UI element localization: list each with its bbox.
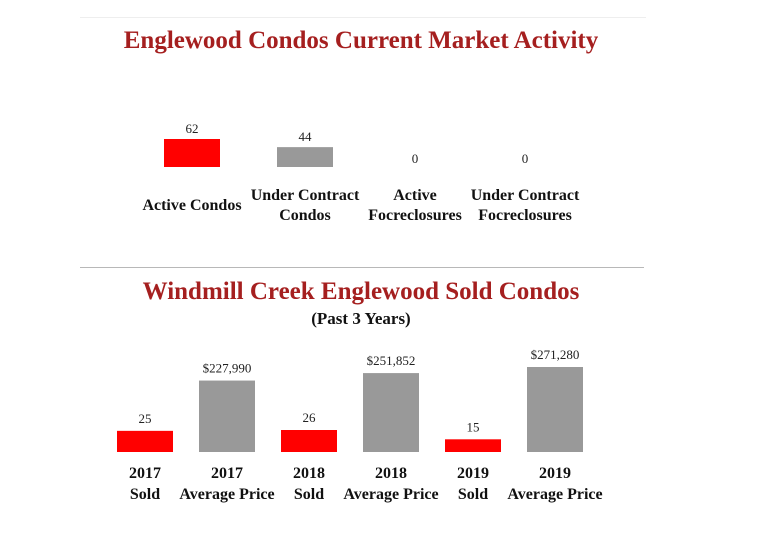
bar-1	[117, 430, 173, 452]
category-label-4-line-2: Focreclosures	[478, 207, 572, 224]
bar-3	[281, 430, 337, 452]
category-label-5-line-1: 2019	[457, 465, 489, 482]
category-label-2-line-2: Average Price	[179, 486, 274, 503]
category-label-1-line-2: Sold	[130, 486, 160, 503]
bar-6	[527, 367, 583, 452]
chart1-title: Englewood Condos Current Market Activity	[123, 27, 599, 54]
category-label-2-line-1: 2017	[211, 465, 243, 482]
category-label-6-line-2: Average Price	[507, 486, 602, 503]
bar-1	[164, 139, 220, 167]
category-label-5-line-2: Sold	[458, 486, 488, 503]
data-label-2: $227,990	[203, 361, 252, 376]
section-divider	[80, 267, 644, 268]
category-label-3-line-1: 2018	[293, 465, 325, 482]
chart2-title: Windmill Creek Englewood Sold Condos	[142, 278, 580, 305]
category-label-6-line-1: 2019	[539, 465, 571, 482]
category-label-3-line-1: Active	[393, 187, 437, 204]
bar-4	[363, 373, 419, 452]
bar-2	[199, 380, 255, 452]
data-label-1: 62	[186, 121, 199, 136]
category-label-4-line-1: 2018	[375, 465, 407, 482]
data-label-6: $271,280	[531, 347, 580, 362]
category-label-2-line-2: Condos	[279, 207, 331, 224]
bar-5	[445, 439, 501, 452]
data-label-5: 15	[467, 419, 480, 434]
category-label-3-line-2: Sold	[294, 486, 324, 503]
top-divider	[80, 17, 646, 18]
bar-2	[277, 147, 333, 167]
category-label-3-line-2: Focreclosures	[368, 207, 462, 224]
chart2-subtitle: (Past 3 Years)	[311, 309, 411, 328]
category-label-1-line-1: 2017	[129, 465, 161, 482]
data-label-2: 44	[299, 129, 313, 144]
data-label-3: 0	[412, 151, 419, 166]
category-label-4-line-2: Average Price	[343, 486, 438, 503]
data-label-4: 0	[522, 151, 529, 166]
category-label-1-line-1: Active Condos	[142, 197, 241, 214]
category-label-4-line-1: Under Contract	[471, 187, 580, 204]
data-label-4: $251,852	[367, 353, 416, 368]
data-label-3: 26	[303, 410, 317, 425]
category-label-2-line-1: Under Contract	[251, 187, 360, 204]
data-label-1: 25	[139, 411, 152, 426]
